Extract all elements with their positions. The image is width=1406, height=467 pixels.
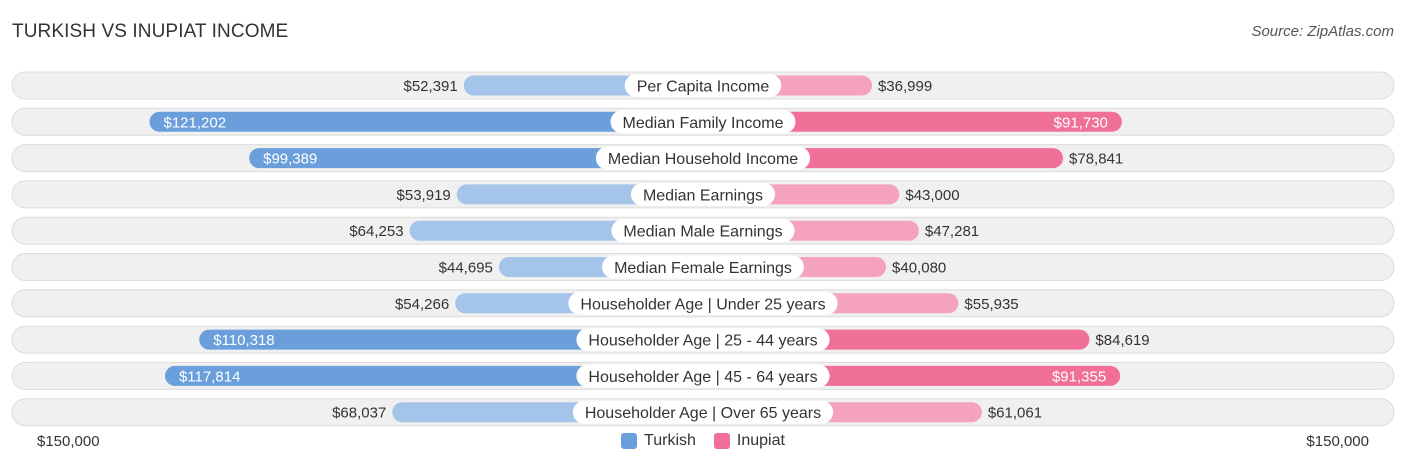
legend-swatch-turkish [621, 433, 638, 449]
value-label-inupiat: $47,281 [925, 223, 979, 240]
legend-item-inupiat[interactable]: Inupiat [713, 432, 785, 450]
value-label-turkish: $121,202 [164, 114, 227, 131]
category-pill [602, 255, 804, 279]
bar-inupiat [703, 111, 1122, 132]
value-label-turkish: $99,389 [263, 151, 317, 168]
value-label-inupiat: $84,619 [1095, 332, 1149, 349]
value-label-inupiat: $36,999 [878, 78, 932, 95]
value-label-turkish: $68,037 [332, 405, 386, 422]
value-label-inupiat: $91,730 [1054, 114, 1108, 131]
bar-turkish [149, 111, 703, 132]
value-label-inupiat: $61,061 [988, 405, 1042, 422]
legend-item-turkish[interactable]: Turkish [621, 432, 696, 450]
category-label: Householder Age | 45 - 64 years [588, 369, 817, 386]
legend-label-inupiat: Inupiat [736, 432, 785, 449]
category-label: Median Female Earnings [614, 260, 792, 277]
category-label: Median Earnings [643, 187, 763, 204]
value-label-turkish: $52,391 [404, 78, 458, 95]
bar-turkish [164, 365, 703, 386]
value-label-inupiat: $43,000 [905, 187, 959, 204]
category-pill [611, 219, 795, 243]
category-label: Median Household Income [608, 151, 798, 168]
category-pill [568, 291, 838, 315]
value-label-inupiat: $91,355 [1052, 368, 1106, 385]
category-pill [576, 364, 830, 388]
legend: Turkish Inupiat [0, 432, 1406, 450]
category-pill [630, 182, 776, 206]
legend-label-turkish: Turkish [644, 432, 696, 449]
category-pill [610, 110, 796, 134]
value-label-inupiat: $55,935 [964, 296, 1018, 313]
value-label-inupiat: $40,080 [892, 260, 946, 277]
source-note: Source: ZipAtlas.com [1251, 23, 1394, 40]
axis-right-label: $150,000 [1306, 433, 1369, 450]
category-pill [576, 328, 830, 352]
category-label: Median Male Earnings [623, 224, 782, 241]
category-label: Householder Age | Under 25 years [580, 296, 825, 313]
category-label: Median Family Income [623, 115, 784, 132]
value-label-turkish: $64,253 [349, 223, 403, 240]
bar-turkish [199, 329, 703, 350]
value-label-turkish: $117,814 [179, 368, 240, 385]
category-label: Householder Age | Over 65 years [585, 405, 821, 422]
value-label-turkish: $44,695 [439, 260, 493, 277]
bar-turkish [249, 148, 703, 169]
category-label: Householder Age | 25 - 44 years [588, 333, 817, 350]
category-pill [572, 400, 834, 424]
category-pill [595, 146, 811, 170]
value-label-turkish: $54,266 [395, 296, 449, 313]
category-pill [624, 74, 782, 97]
axis-left-label: $150,000 [37, 433, 100, 450]
value-label-turkish: $110,318 [213, 332, 274, 349]
value-label-inupiat: $78,841 [1069, 151, 1123, 168]
chart-title: TURKISH VS INUPIAT INCOME [12, 21, 289, 42]
income-chart: $52,391 $36,999 Per Capita Income $121,202 $… [11, 71, 1395, 427]
value-label-turkish: $53,919 [397, 187, 451, 204]
legend-swatch-inupiat [713, 433, 730, 449]
category-label: Per Capita Income [637, 79, 770, 96]
